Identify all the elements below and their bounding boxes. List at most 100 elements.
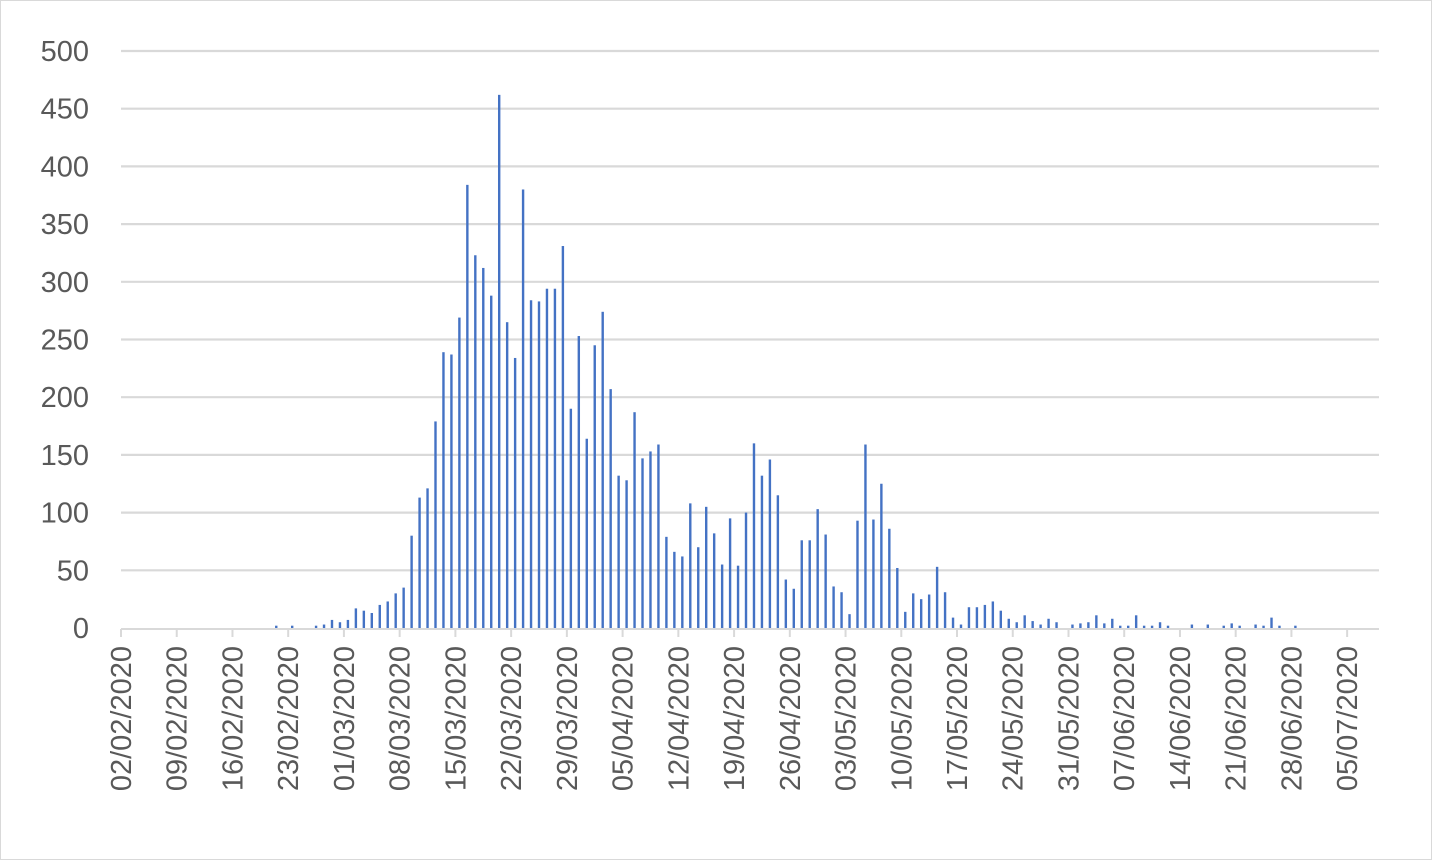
bar [553, 288, 557, 628]
bar [434, 421, 437, 628]
bar [314, 625, 318, 628]
x-tick-label: 05/04/2020 [608, 646, 640, 791]
bar [800, 540, 803, 628]
bar [474, 255, 477, 628]
x-tick-label: 14/06/2020 [1165, 646, 1197, 791]
bar [1142, 625, 1146, 628]
bar [362, 610, 366, 628]
bar [840, 592, 843, 628]
bar [975, 607, 979, 628]
bar [617, 475, 620, 628]
bar [625, 480, 628, 628]
x-tick-label: 08/03/2020 [385, 646, 417, 791]
bar [1039, 624, 1042, 628]
bar [649, 451, 652, 628]
bar [665, 536, 668, 628]
bar [1238, 625, 1241, 628]
bar [712, 533, 716, 628]
bar [912, 593, 915, 628]
y-tick-label: 500 [41, 36, 89, 68]
bar [569, 408, 573, 628]
x-tick-label: 26/04/2020 [775, 646, 807, 791]
bar [832, 586, 835, 628]
bar [585, 438, 588, 628]
bar [290, 625, 294, 628]
bar [426, 488, 429, 628]
bar [673, 551, 676, 628]
bar [1103, 623, 1106, 628]
bar [904, 611, 907, 628]
bar [386, 601, 389, 628]
x-tick-label: 28/06/2020 [1276, 646, 1308, 791]
bar [450, 354, 453, 628]
bar [505, 322, 509, 628]
bar [1047, 618, 1050, 628]
bar [943, 592, 947, 628]
bar [442, 352, 445, 628]
x-tick-label: 09/02/2020 [162, 646, 194, 791]
bar [951, 617, 955, 628]
y-tick-label: 300 [41, 267, 89, 299]
bar [864, 444, 867, 628]
bar [744, 512, 748, 628]
x-tick-label: 12/04/2020 [663, 646, 695, 791]
bar [521, 189, 525, 629]
bar [784, 579, 788, 628]
bar [720, 564, 724, 628]
bar [1190, 624, 1194, 628]
x-tick-label: 23/02/2020 [273, 646, 305, 791]
x-tick-label: 19/04/2020 [719, 646, 751, 791]
y-tick-label: 50 [57, 555, 89, 587]
bar [872, 519, 875, 628]
bar [1087, 622, 1090, 628]
bar [1015, 622, 1018, 628]
y-tick-label: 400 [41, 151, 89, 183]
bar [999, 610, 1003, 628]
bar [561, 246, 565, 628]
bar [1079, 623, 1082, 628]
bar [513, 357, 517, 628]
bar [919, 599, 923, 628]
bar [991, 601, 995, 628]
bar [1111, 618, 1114, 628]
bar [1262, 625, 1265, 628]
bar [697, 547, 700, 628]
bar [1294, 625, 1297, 628]
bar [1023, 615, 1026, 628]
bar [959, 624, 963, 628]
bar [593, 345, 596, 628]
bar [1031, 621, 1034, 628]
bar [856, 520, 859, 628]
bar [689, 503, 692, 628]
x-tick-label: 01/03/2020 [329, 646, 361, 791]
bar [967, 607, 971, 628]
bar [322, 624, 326, 628]
bar [1150, 625, 1154, 628]
x-tick-label: 21/06/2020 [1221, 646, 1253, 791]
bar [927, 594, 931, 628]
bar [983, 604, 987, 628]
x-tick-label: 29/03/2020 [552, 646, 584, 791]
gridlines [121, 49, 1379, 572]
bar [346, 619, 350, 628]
bar [378, 604, 381, 628]
bar [752, 443, 756, 628]
bar [354, 608, 358, 628]
bar [1007, 618, 1010, 628]
x-axis-tick-labels: 02/02/2020 09/02/2020 16/02/2020 23/02/2020… [106, 646, 1364, 791]
bar [1270, 617, 1273, 628]
bar [410, 535, 413, 628]
y-tick-label: 0 [73, 613, 89, 645]
bar [1166, 625, 1170, 628]
bar [330, 619, 334, 628]
bar [1126, 625, 1130, 628]
bar [641, 458, 644, 628]
bar [681, 556, 684, 628]
x-tick-label: 02/02/2020 [106, 646, 138, 791]
y-tick-label: 200 [41, 382, 89, 414]
bar [1278, 625, 1281, 628]
bar [1206, 624, 1210, 628]
bar [816, 509, 819, 628]
x-tick-label: 05/07/2020 [1332, 646, 1364, 791]
